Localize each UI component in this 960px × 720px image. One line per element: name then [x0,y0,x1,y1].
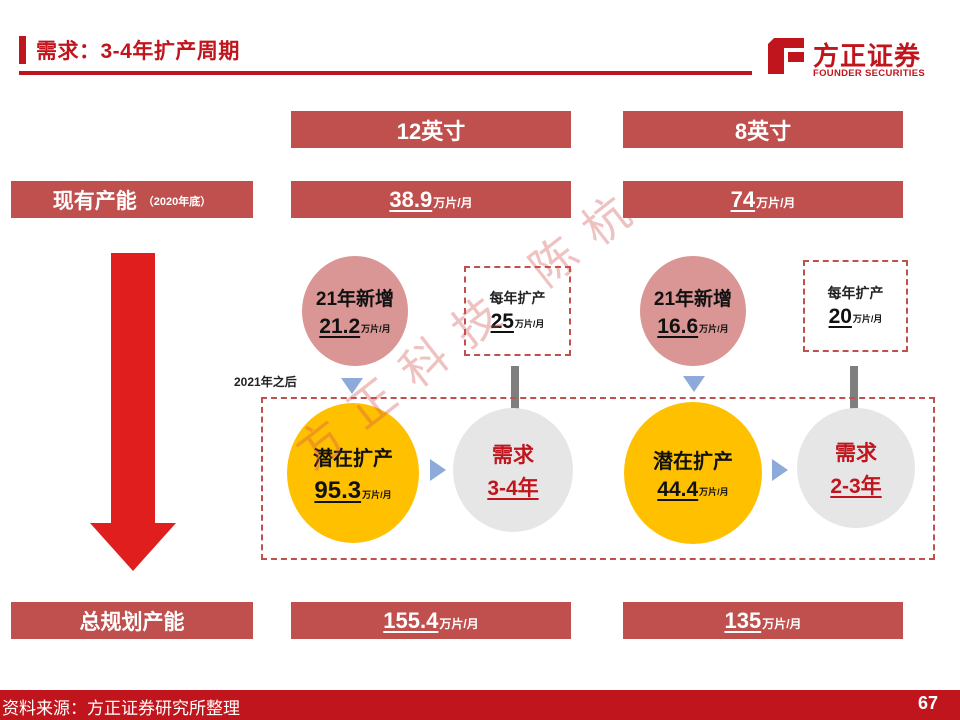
existing-12inch-value: 38.9 [389,186,433,212]
new-2021-8inch-circle: 21年新增 16.6 万片/月 [640,256,746,366]
future-expansion-frame [261,397,935,560]
new-2021-12inch-unit: 万片/月 [361,323,391,334]
demand-12inch-years: 3-4年 [487,476,539,500]
new-2021-8inch-value: 16.6 [657,314,699,338]
page-number: 67 [918,693,939,713]
page-title: 需求：3-4年扩产周期 [36,40,240,63]
triangle-right-8inch-icon [772,459,788,481]
potential-12inch-label: 潜在扩产 [313,447,393,470]
total-12inch-unit: 万片/月 [439,617,479,631]
logo-english-name: FOUNDER SECURITIES [813,68,926,79]
new-2021-12inch-circle: 21年新增 21.2 万片/月 [302,256,408,366]
yearly-expansion-8inch-value: 20 [828,305,852,328]
new-2021-8inch-unit: 万片/月 [699,323,729,334]
potential-expansion-12inch-circle: 潜在扩产 95.3 万片/月 [287,403,419,543]
potential-8inch-value: 44.4 [657,477,699,501]
existing-12inch-unit: 万片/月 [433,196,473,210]
title-accent-bar [19,36,26,64]
new-2021-12inch-value: 21.2 [319,314,361,338]
total-capacity-8inch: 135 万片/月 [623,602,903,639]
total-8inch-unit: 万片/月 [762,617,802,631]
potential-8inch-unit: 万片/月 [699,486,729,497]
big-down-arrow-icon [90,253,176,571]
new-2021-12inch-label: 21年新增 [315,288,395,310]
yearly-expansion-8inch-box: 每年扩产 20 万片/月 [803,260,908,352]
company-logo: 方正证券 FOUNDER SECURITIES [766,36,936,82]
yearly-expansion-8inch-unit: 万片/月 [852,314,883,324]
column-header-12inch: 12英寸 [291,111,571,148]
existing-capacity-label: 现有产能 （2020年底） [11,181,253,218]
total-8inch-value: 135 [724,607,762,633]
yearly-expansion-12inch-box: 每年扩产 25 万片/月 [464,266,571,356]
demand-12inch-label: 需求 [492,443,534,467]
potential-expansion-8inch-circle: 潜在扩产 44.4 万片/月 [624,402,762,544]
after-2021-note: 2021年之后 [234,375,297,389]
triangle-down-8inch-icon [683,376,705,392]
total-capacity-label: 总规划产能 [11,602,253,639]
triangle-right-12inch-icon [430,459,446,481]
triangle-down-12inch-icon [341,378,363,394]
founder-logo-icon [768,38,804,74]
potential-8inch-label: 潜在扩产 [653,450,733,473]
potential-12inch-unit: 万片/月 [362,489,392,500]
column-header-8inch: 8英寸 [623,111,903,148]
demand-8inch-years: 2-3年 [830,474,882,498]
potential-12inch-value: 95.3 [314,476,362,504]
demand-12inch-circle: 需求 3-4年 [453,408,573,532]
source-note: 资料来源：方正证券研究所整理 [2,699,240,718]
yearly-expansion-12inch-unit: 万片/月 [514,319,545,329]
yearly-expansion-12inch-value: 25 [490,310,514,333]
yearly-expansion-8inch-label: 每年扩产 [827,285,884,301]
title-underline [19,71,752,75]
demand-8inch-circle: 需求 2-3年 [797,408,915,528]
new-2021-8inch-label: 21年新增 [653,288,733,310]
footer-bar [0,690,960,720]
existing-capacity-text: 现有产能 [52,189,137,213]
existing-8inch-unit: 万片/月 [756,196,796,210]
logo-chinese-name: 方正证券 [813,41,922,71]
yearly-expansion-12inch-label: 每年扩产 [489,290,546,306]
total-12inch-value: 155.4 [383,607,439,633]
total-capacity-12inch: 155.4 万片/月 [291,602,571,639]
existing-capacity-12inch: 38.9 万片/月 [291,181,571,218]
existing-8inch-value: 74 [730,186,756,212]
demand-8inch-label: 需求 [835,441,877,465]
existing-capacity-8inch: 74 万片/月 [623,181,903,218]
existing-capacity-note: （2020年底） [142,196,212,208]
